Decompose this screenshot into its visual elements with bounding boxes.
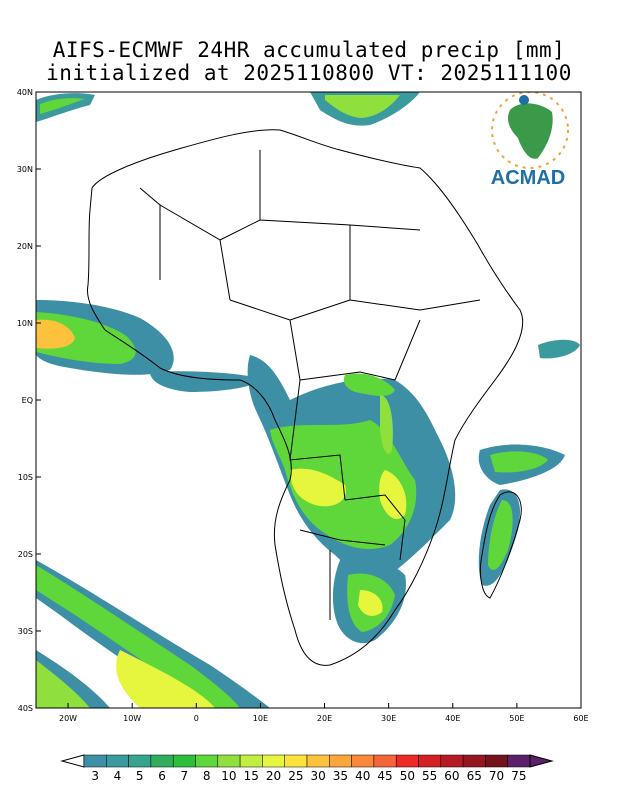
lat-label: 30S — [18, 627, 33, 636]
colorbar: 3 4 5 6 7 8 10 15 20 25 30 35 40 45 50 55 60 65 70 75 — [60, 754, 554, 783]
colorbar-label: 7 — [181, 769, 189, 783]
map-title-line1: AIFS-ECMWF 24HR accumulated precip [mm] — [52, 38, 566, 62]
colorbar-swatch — [195, 754, 219, 768]
colorbar-swatch — [83, 754, 107, 768]
longitude-axis: 20W 10W 0 10E 20E 30E 40E 50E 60E — [59, 703, 589, 723]
lon-label: 10W — [123, 714, 141, 723]
colorbar-swatch — [306, 754, 330, 768]
map-title-line2: initialized at 2025110800 VT: 2025111100 — [46, 61, 572, 85]
colorbar-label: 8 — [203, 769, 211, 783]
africa-logo-icon — [491, 92, 569, 169]
colorbar-swatch — [284, 754, 308, 768]
lat-label: 40S — [18, 704, 33, 713]
colorbar-swatch — [239, 754, 263, 768]
colorbar-label: 35 — [333, 769, 348, 783]
colorbar-label: 5 — [136, 769, 144, 783]
lon-label: 0 — [194, 714, 199, 723]
colorbar-label: 70 — [489, 769, 504, 783]
lon-label: 40E — [445, 714, 460, 723]
lon-label: 20E — [317, 714, 332, 723]
colorbar-label: 40 — [355, 769, 370, 783]
colorbar-over-triangle — [529, 754, 554, 768]
lat-label: 20N — [17, 242, 33, 251]
colorbar-label: 60 — [444, 769, 459, 783]
colorbar-swatch — [217, 754, 241, 768]
lon-label: 60E — [573, 714, 588, 723]
colorbar-swatch — [485, 754, 508, 768]
colorbar-label: 50 — [400, 769, 415, 783]
lat-label: 10N — [17, 319, 33, 328]
colorbar-label: 20 — [266, 769, 281, 783]
colorbar-label: 10 — [221, 769, 236, 783]
lat-label: 30N — [17, 165, 33, 174]
colorbar-swatch — [262, 754, 285, 768]
colorbar-label: 75 — [511, 769, 526, 783]
colorbar-label: 65 — [467, 769, 482, 783]
lat-label: EQ — [22, 396, 33, 405]
lat-label: 10S — [18, 473, 33, 482]
lat-label: 40N — [17, 88, 33, 97]
colorbar-label: 3 — [91, 769, 99, 783]
lon-label: 50E — [509, 714, 524, 723]
colorbar-swatch — [507, 754, 531, 768]
colorbar-label: 15 — [244, 769, 259, 783]
colorbar-swatch — [351, 754, 375, 768]
colorbar-swatch — [373, 754, 397, 768]
lon-label: 20W — [59, 714, 77, 723]
colorbar-swatch — [172, 754, 196, 768]
precip-field — [36, 92, 580, 708]
lat-label: 20S — [18, 550, 33, 559]
colorbar-label: 4 — [114, 769, 122, 783]
lon-label: 10E — [253, 714, 268, 723]
latitude-axis: 40N 30N 20N 10N EQ 10S 20S 30S 40S — [17, 88, 41, 713]
colorbar-swatch — [128, 754, 152, 768]
colorbar-swatch — [395, 754, 419, 768]
colorbar-label: 25 — [288, 769, 303, 783]
colorbar-swatch — [329, 754, 352, 768]
colorbar-label: 6 — [158, 769, 166, 783]
colorbar-swatch — [418, 754, 442, 768]
colorbar-swatch — [462, 754, 486, 768]
colorbar-label: 30 — [311, 769, 326, 783]
colorbar-under-triangle — [60, 754, 85, 768]
colorbar-swatch — [150, 754, 174, 768]
colorbar-label: 55 — [422, 769, 437, 783]
acmad-logo: ACMAD — [491, 92, 569, 189]
colorbar-swatch — [440, 754, 464, 768]
lon-label: 30E — [381, 714, 396, 723]
logo-text: ACMAD — [491, 167, 565, 189]
colorbar-swatch — [106, 754, 129, 768]
country-borders — [86, 129, 524, 666]
colorbar-label: 45 — [377, 769, 392, 783]
